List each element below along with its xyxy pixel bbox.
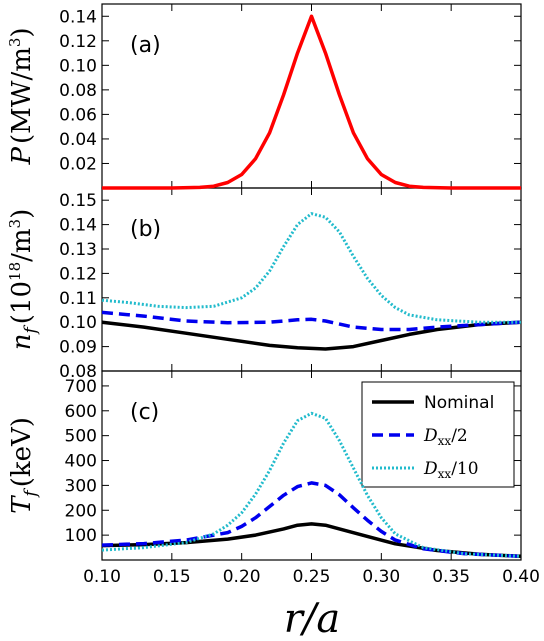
x-tick-label: 0.10	[83, 567, 121, 587]
series-line	[102, 14, 521, 190]
y-axis-label: Tf(keV)	[7, 417, 41, 514]
y-tick-label: 0.06	[59, 105, 97, 125]
legend-label-subscript: xx	[438, 467, 452, 481]
y-label-symbol: P	[7, 147, 37, 166]
x-tick-label: 0.30	[362, 567, 400, 587]
legend-label-main: D	[423, 426, 438, 446]
legend-label: Dxx/10	[423, 459, 479, 481]
y-label-exponent: 3	[6, 219, 24, 229]
y-tick-label: 0.15	[59, 191, 97, 211]
x-tick-label: 0.35	[432, 567, 470, 587]
y-tick-label: 0.14	[59, 7, 97, 27]
y-tick-label: 500	[65, 427, 97, 447]
legend-label-tail: /10	[451, 459, 478, 479]
y-label-symbol: n	[7, 334, 37, 351]
y-tick-label: 200	[65, 501, 97, 521]
panel-label: (c)	[130, 400, 159, 425]
y-tick-label: 0.10	[59, 56, 97, 76]
y-label-subscript: f	[21, 488, 41, 499]
legend-label-tail: /2	[451, 426, 468, 446]
y-label-exponent: 18	[6, 262, 24, 281]
series-line	[101, 320, 522, 351]
y-tick-label: 300	[65, 476, 97, 496]
y-tick-label: 0.08	[59, 81, 97, 101]
x-tick-label: 0.40	[502, 567, 540, 587]
legend-label-main: Nominal	[424, 393, 494, 413]
legend-box	[361, 381, 515, 488]
y-label-unit-close: )	[7, 209, 37, 219]
series-line	[101, 481, 522, 559]
y-tick-label: 0.13	[59, 240, 97, 260]
panel-label: (a)	[130, 33, 161, 58]
y-label-unit: (MW/m	[7, 47, 37, 144]
series-line	[101, 212, 521, 324]
y-label-unit: (keV)	[7, 417, 37, 487]
y-tick-label: 0.11	[59, 289, 97, 309]
legend-label-subscript: xx	[438, 434, 452, 448]
y-axis-label: P (MW/m3)	[6, 27, 37, 165]
y-tick-label: 100	[65, 526, 97, 546]
data-layer	[101, 14, 522, 559]
series-line	[101, 310, 522, 332]
y-tick-label: 0.02	[59, 154, 97, 174]
y-tick-label: 0.12	[59, 32, 97, 52]
y-tick-label: 0.10	[59, 313, 97, 333]
y-label-exponent: 3	[6, 38, 24, 48]
series-line	[101, 411, 522, 558]
x-tick-label: 0.20	[223, 567, 261, 587]
legend-label: Dxx/2	[423, 426, 468, 448]
y-label-unit-close: )	[7, 27, 37, 37]
y-tick-label: 0.04	[59, 130, 97, 150]
x-axis-label: r/a	[284, 596, 340, 641]
y-tick-label: 600	[65, 402, 97, 422]
text-layer: 0.020.040.060.080.100.120.14(a)P(MW/m3)0…	[6, 7, 540, 641]
x-tick-label: 0.15	[153, 567, 191, 587]
legend-label: Nominal	[424, 393, 494, 413]
x-tick-label: 0.25	[293, 567, 331, 587]
y-tick-label: 0.08	[59, 362, 97, 382]
y-label-unit-close: /m	[7, 228, 37, 261]
y-tick-label: 0.09	[59, 338, 97, 358]
y-tick-label: 0.14	[59, 216, 97, 236]
y-label-subscript: f	[21, 325, 41, 336]
legend-label-main: D	[423, 459, 438, 479]
axes-frame	[101, 3, 522, 189]
axes-frame	[101, 187, 522, 372]
y-label-symbol: T	[7, 495, 37, 514]
y-label-unit: (10	[7, 281, 37, 324]
y-tick-label: 700	[65, 377, 97, 397]
panel-label: (b)	[130, 217, 161, 242]
y-tick-label: 0.12	[59, 264, 97, 284]
y-tick-label: 400	[65, 452, 97, 472]
x-label-symbol: r	[284, 596, 306, 641]
x-label-tail: /a	[299, 596, 340, 641]
axes-layer	[101, 3, 522, 561]
y-axis-label: nf(1018/m3)	[6, 209, 41, 351]
